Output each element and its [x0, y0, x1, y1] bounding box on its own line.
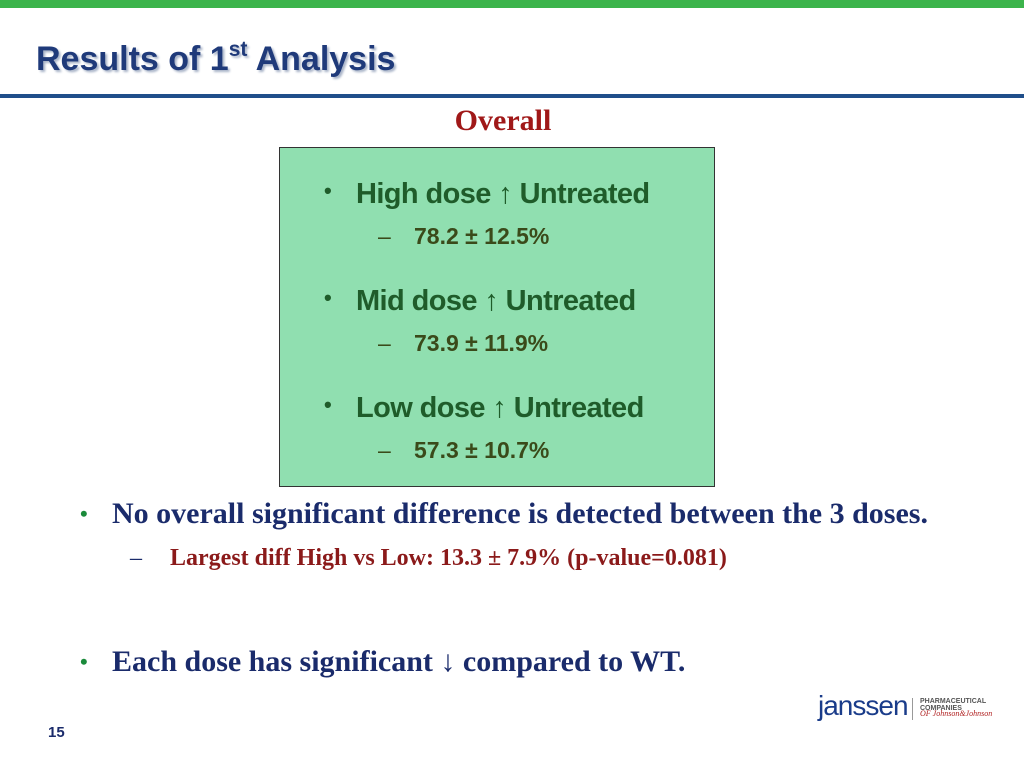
bullet-text: No overall significant difference is det… [112, 497, 928, 530]
result-label: High dose ↑ Untreated [324, 178, 650, 211]
result-item: High dose ↑ Untreated 78.2 ± 12.5% [324, 178, 650, 250]
result-label: Mid dose ↑ Untreated [324, 285, 636, 318]
result-value: 78.2 ± 12.5% [378, 223, 650, 250]
bullet-text: Each dose has significant ↓ compared to … [112, 645, 686, 678]
title-rule [0, 94, 1024, 98]
sub-bullet: Largest diff High vs Low: 13.3 ± 7.9% (p… [130, 538, 960, 578]
result-item: Mid dose ↑ Untreated 73.9 ± 11.9% [324, 285, 636, 357]
box-heading: Overall [454, 104, 552, 137]
result-item: Low dose ↑ Untreated 57.3 ± 10.7% [324, 392, 644, 464]
logo-separator [912, 698, 913, 720]
title-text: Results of 1 [36, 40, 229, 78]
results-box: High dose ↑ Untreated 78.2 ± 12.5% Mid d… [279, 147, 715, 487]
result-value: 73.9 ± 11.9% [378, 330, 636, 357]
page-number: 15 [48, 724, 65, 741]
bullet: Each dose has significant ↓ compared to … [80, 642, 960, 682]
logo: janssen [818, 690, 909, 721]
logo-text: PHARMACEUTICAL COMPANIES [920, 698, 986, 712]
title-superscript: st [228, 38, 248, 61]
title-text: Analysis [247, 40, 396, 78]
result-value: 57.3 ± 10.7% [378, 437, 644, 464]
result-label: Low dose ↑ Untreated [324, 392, 644, 425]
slide-title: Results of 1st Analysis [36, 38, 395, 79]
logo-text: OF Johnson&Johnson [920, 709, 993, 718]
bullet: No overall significant difference is det… [80, 494, 960, 578]
top-bar [0, 0, 1024, 8]
